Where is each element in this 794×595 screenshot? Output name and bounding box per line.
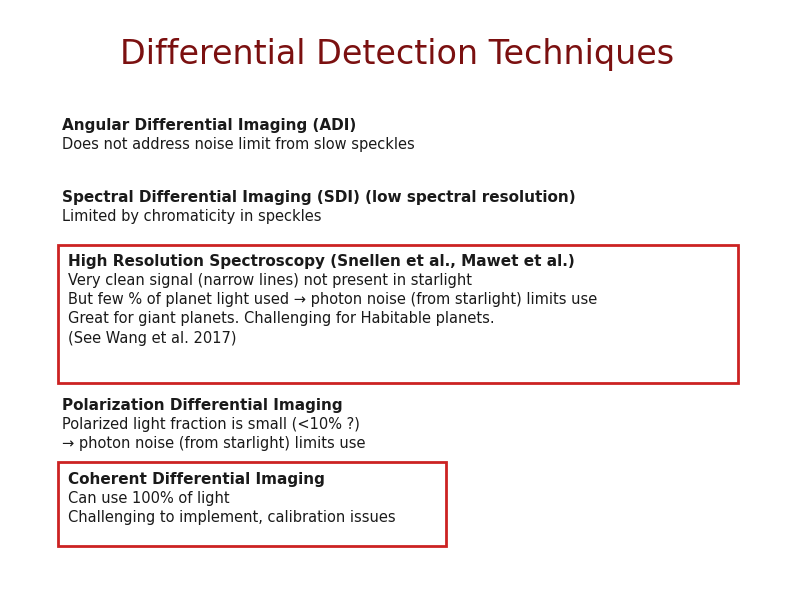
Text: Angular Differential Imaging (ADI): Angular Differential Imaging (ADI)	[62, 118, 357, 133]
Text: High Resolution Spectroscopy (Snellen et al., Mawet et al.): High Resolution Spectroscopy (Snellen et…	[68, 254, 575, 269]
Bar	[58, 462, 446, 546]
Text: Can use 100% of light
Challenging to implement, calibration issues: Can use 100% of light Challenging to imp…	[68, 491, 395, 525]
Text: Differential Detection Techniques: Differential Detection Techniques	[120, 38, 674, 71]
Text: Limited by chromaticity in speckles: Limited by chromaticity in speckles	[62, 209, 322, 224]
Text: Coherent Differential Imaging: Coherent Differential Imaging	[68, 472, 325, 487]
Text: Polarization Differential Imaging: Polarization Differential Imaging	[62, 398, 343, 413]
Text: Very clean signal (narrow lines) not present in starlight
But few % of planet li: Very clean signal (narrow lines) not pre…	[68, 273, 597, 346]
Text: Polarized light fraction is small (<10% ?)
→ photon noise (from starlight) limit: Polarized light fraction is small (<10% …	[62, 417, 365, 451]
Bar	[58, 245, 738, 383]
Text: Does not address noise limit from slow speckles: Does not address noise limit from slow s…	[62, 137, 414, 152]
Text: Spectral Differential Imaging (SDI) (low spectral resolution): Spectral Differential Imaging (SDI) (low…	[62, 190, 576, 205]
